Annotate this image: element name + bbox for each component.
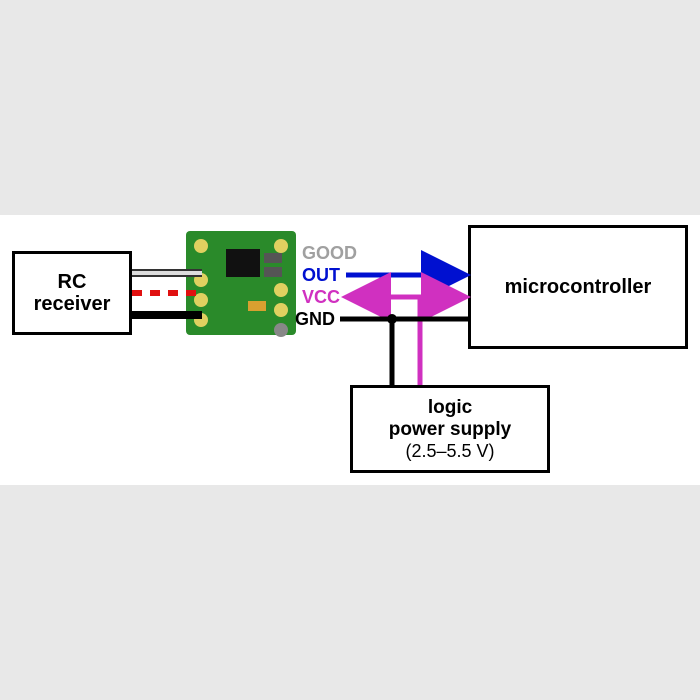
microcontroller-block: microcontroller [468,225,688,349]
pin-good-label: GOOD [302,243,357,264]
pcb-pad [274,239,288,253]
ps-voltage: (2.5–5.5 V) [405,441,494,462]
ps-line1: logic [428,397,472,419]
pcb-pad [274,323,288,337]
ground-wire [132,311,202,319]
pcb-component [248,301,266,311]
gnd-junction [387,314,397,324]
pcb-component [264,267,282,277]
pin-gnd-label: GND [295,309,335,330]
ps-line2: power supply [389,419,511,441]
pin-vcc-label: VCC [302,287,340,308]
mcu-label: microcontroller [505,276,652,299]
signal-wire [132,269,202,277]
rc-label-2: receiver [34,293,111,315]
pcb-board [186,231,296,335]
pcb-pad [194,293,208,307]
rc-receiver-block: RC receiver [12,251,132,335]
pcb-pad [274,303,288,317]
rc-label-1: RC [58,271,87,293]
pin-out-label: OUT [302,265,340,286]
pcb-pad [274,283,288,297]
wiring-diagram: RC receiver microcontroller logic power … [0,215,700,485]
power-supply-block: logic power supply (2.5–5.5 V) [350,385,550,473]
pcb-component [264,253,282,263]
pcb-chip [226,249,260,277]
pcb-pad [194,239,208,253]
